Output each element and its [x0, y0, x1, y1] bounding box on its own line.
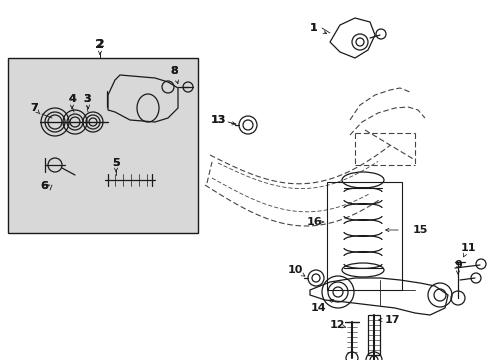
- Text: 7: 7: [30, 103, 38, 113]
- Text: 15: 15: [411, 225, 427, 235]
- Text: 5: 5: [112, 158, 120, 168]
- Text: 5: 5: [112, 158, 120, 168]
- Text: 7: 7: [30, 103, 38, 113]
- Text: 1: 1: [309, 23, 317, 33]
- Text: 16: 16: [306, 217, 322, 227]
- Text: 2: 2: [96, 39, 103, 49]
- Text: 17: 17: [384, 315, 399, 325]
- Text: 4: 4: [68, 94, 76, 104]
- Text: 3: 3: [83, 94, 91, 104]
- Text: 10: 10: [287, 265, 302, 275]
- Text: 13: 13: [210, 115, 225, 125]
- Text: 14: 14: [309, 303, 325, 313]
- Text: 2: 2: [95, 37, 104, 50]
- Bar: [326, 182, 401, 290]
- Bar: [367, 315, 379, 355]
- Text: 9: 9: [453, 260, 461, 270]
- Text: 1: 1: [309, 23, 317, 33]
- Text: 6: 6: [40, 181, 48, 191]
- Text: 12: 12: [328, 320, 344, 330]
- Bar: [8, 58, 198, 233]
- Text: 3: 3: [83, 94, 91, 104]
- Text: 11: 11: [459, 243, 475, 253]
- Text: 4: 4: [68, 94, 76, 104]
- Text: 8: 8: [170, 66, 178, 76]
- Text: 8: 8: [170, 66, 178, 76]
- Text: 6: 6: [40, 181, 48, 191]
- Text: 13: 13: [210, 115, 225, 125]
